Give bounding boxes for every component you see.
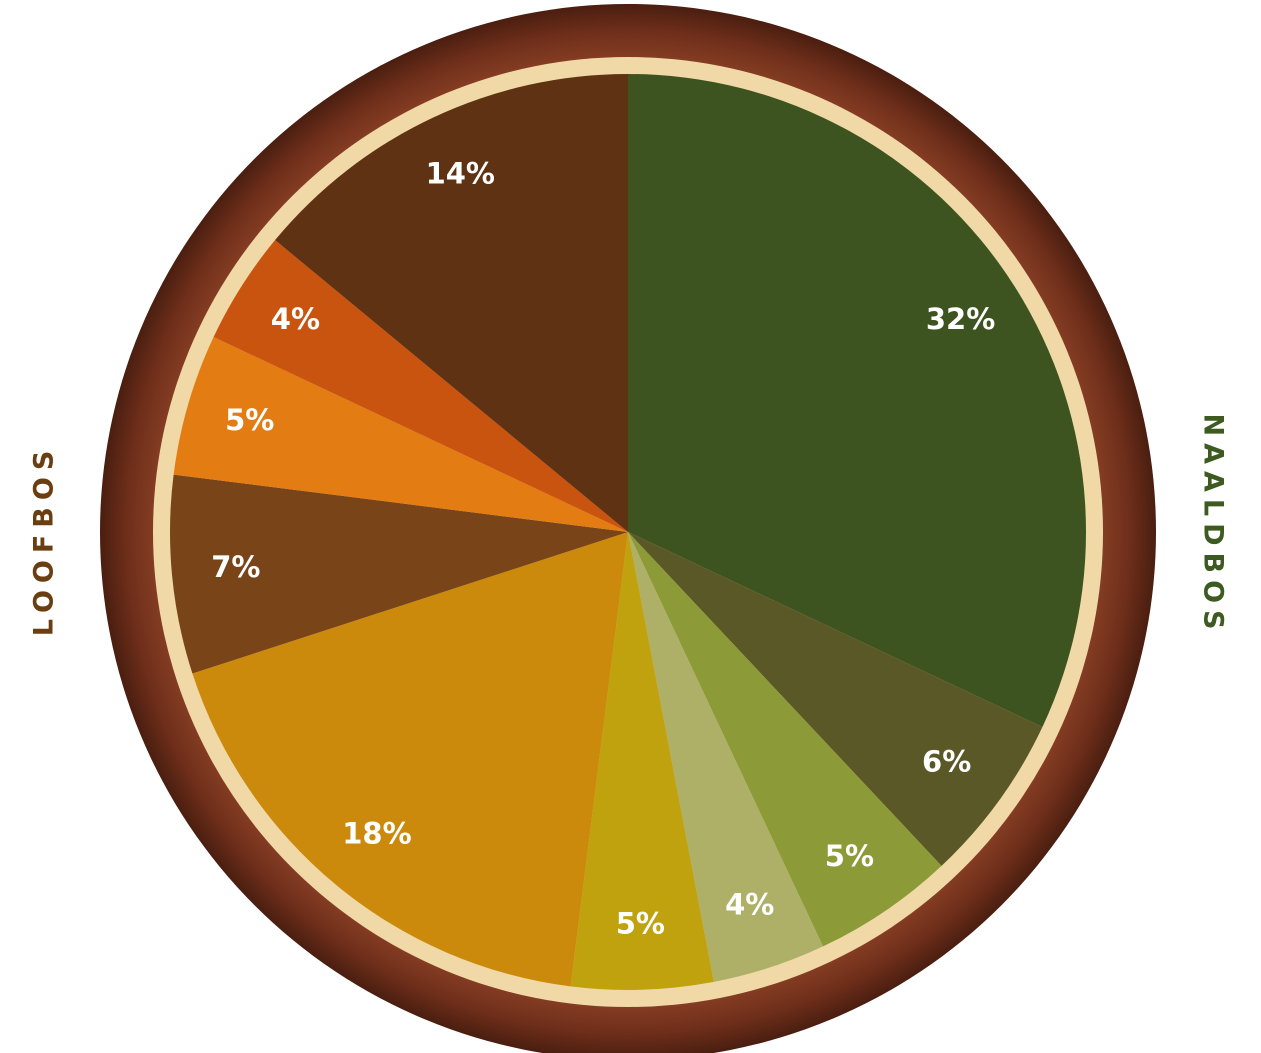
value-label: 4% <box>271 302 320 336</box>
value-label: 14% <box>426 157 495 191</box>
value-label: 4% <box>725 888 774 922</box>
value-label: 5% <box>616 907 665 941</box>
chart: 32% 6% 5% 4% 5% 18% 7% 5% 4% 14% NAALDBOS LOOFBOS <box>0 0 1261 1053</box>
annotation: LOOFBOS <box>29 444 60 637</box>
value-label: 32% <box>926 302 995 336</box>
value-label: 5% <box>225 403 274 437</box>
value-label: 18% <box>342 816 411 850</box>
value-label: 5% <box>825 839 874 873</box>
annotation: NAALDBOS <box>1198 414 1229 637</box>
pie <box>170 74 1086 990</box>
value-label: 6% <box>922 745 971 779</box>
value-label: 7% <box>211 550 260 584</box>
